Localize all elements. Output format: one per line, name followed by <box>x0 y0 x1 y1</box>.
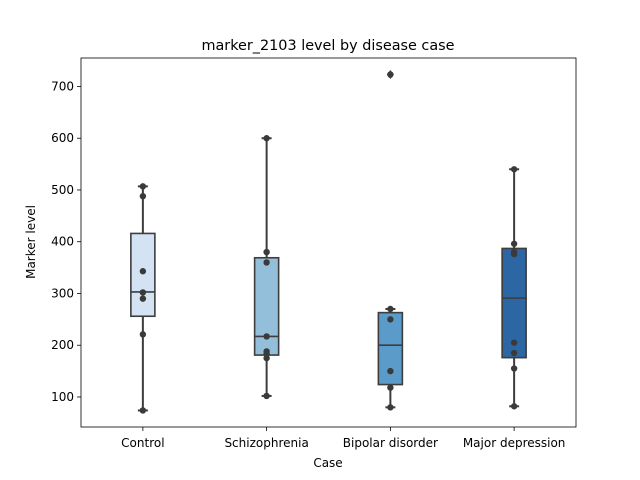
y-axis-label: Marker level <box>24 205 38 279</box>
box-iqr <box>253 256 280 356</box>
data-point <box>387 404 394 411</box>
data-point <box>263 333 270 340</box>
data-point <box>510 339 518 346</box>
y-tick-label: 200 <box>51 338 74 352</box>
data-point <box>139 192 147 200</box>
y-tick-label: 600 <box>51 131 74 145</box>
x-tick-label: Schizophrenia <box>224 436 308 450</box>
y-axis: 100 200 300 400 500 600 700 <box>51 79 81 404</box>
data-point <box>263 259 270 266</box>
data-point <box>263 248 270 256</box>
y-tick-label: 400 <box>51 235 74 249</box>
x-tick-label: Control <box>121 436 164 450</box>
data-point <box>387 384 394 391</box>
x-axis: Control Schizophrenia Bipolar disorder Majo… <box>121 427 565 450</box>
data-point <box>139 331 147 338</box>
data-point <box>510 166 518 173</box>
y-tick-label: 700 <box>51 79 74 93</box>
data-point <box>263 348 270 355</box>
y-tick-label: 500 <box>51 183 74 197</box>
plot-area <box>130 70 527 414</box>
data-point <box>387 316 394 323</box>
data-point <box>510 349 518 357</box>
data-point <box>510 240 518 247</box>
data-point <box>263 392 270 400</box>
data-point <box>510 365 518 372</box>
y-tick-label: 300 <box>51 286 74 300</box>
x-axis-label: Case <box>313 456 342 470</box>
plot-frame <box>80 57 577 428</box>
data-point <box>387 367 394 375</box>
x-tick-label: Major depression <box>463 436 566 450</box>
data-point <box>510 248 518 256</box>
data-point <box>510 403 518 410</box>
box-group-bipolar-disorder <box>377 70 404 409</box>
data-point <box>139 268 147 275</box>
data-point <box>139 295 147 302</box>
data-point <box>139 183 147 190</box>
chart-title: marker_2103 level by disease case <box>201 38 454 54</box>
data-point <box>139 289 147 296</box>
data-point <box>139 407 147 414</box>
x-tick-label: Bipolar disorder <box>343 436 438 450</box>
y-tick-label: 100 <box>51 390 74 404</box>
box-iqr <box>130 232 156 318</box>
data-point <box>387 305 394 313</box>
data-point <box>263 135 270 142</box>
data-point <box>387 71 394 78</box>
